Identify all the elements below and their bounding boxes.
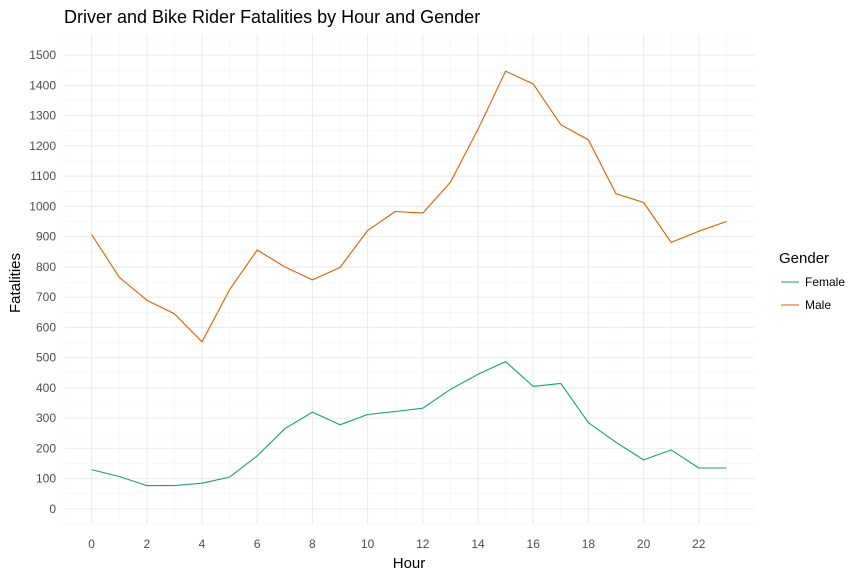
y-tick-label: 600 [36, 320, 56, 334]
x-tick-label: 22 [692, 537, 706, 551]
y-tick-label: 200 [36, 441, 56, 455]
y-tick-label: 500 [36, 351, 56, 365]
legend-title: Gender [779, 250, 829, 267]
x-tick-label: 0 [88, 537, 95, 551]
x-tick-label: 6 [254, 537, 261, 551]
y-tick-label: 300 [36, 411, 56, 425]
y-axis-title: Fatalities [7, 253, 24, 313]
x-tick-label: 2 [143, 537, 150, 551]
chart-title: Driver and Bike Rider Fatalities by Hour… [64, 7, 480, 27]
y-tick-label: 100 [36, 472, 56, 486]
legend-label-female: Female [805, 275, 845, 289]
x-axis-ticks: 0 2 4 6 8 10 12 14 16 18 20 22 [88, 537, 706, 551]
x-tick-label: 4 [199, 537, 206, 551]
series-line-female [91, 361, 727, 487]
x-tick-label: 18 [582, 537, 596, 551]
x-axis-title: Hour [393, 555, 426, 572]
y-tick-label: 1400 [29, 78, 56, 92]
grid-major [64, 34, 754, 524]
y-tick-label: 400 [36, 381, 56, 395]
legend-item-male: Male [781, 298, 831, 312]
x-tick-label: 8 [309, 537, 316, 551]
y-tick-label: 1000 [29, 199, 56, 213]
y-tick-label: 1200 [29, 139, 56, 153]
y-tick-label: 1300 [29, 109, 56, 123]
x-tick-label: 16 [527, 537, 541, 551]
y-tick-label: 1500 [29, 48, 56, 62]
y-axis-ticks: 0 100 200 300 400 500 600 700 800 900 1000 1100 1200… [29, 48, 56, 516]
y-tick-label: 1100 [30, 169, 56, 183]
y-tick-label: 700 [36, 290, 56, 304]
series-line-male [91, 70, 727, 343]
legend: Gender Female Male [779, 250, 845, 312]
x-tick-label: 10 [361, 537, 375, 551]
series-lines [91, 70, 727, 487]
y-tick-label: 900 [36, 230, 56, 244]
legend-label-male: Male [805, 298, 831, 312]
legend-items: Female Male [781, 275, 845, 312]
grid-minor [63, 34, 754, 525]
y-tick-label: 800 [36, 260, 56, 274]
x-tick-label: 14 [471, 537, 485, 551]
legend-item-female: Female [781, 275, 845, 289]
y-tick-label: 0 [49, 502, 56, 516]
x-tick-label: 12 [416, 537, 430, 551]
x-tick-label: 20 [637, 537, 651, 551]
